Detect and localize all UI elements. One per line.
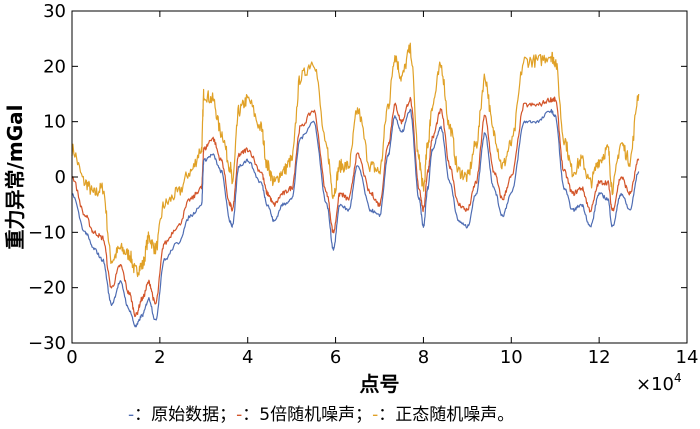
y-axis-label: 重力异常/mGal bbox=[3, 105, 27, 250]
legend-label-original: 原始数据； bbox=[151, 405, 236, 425]
legend-colon-original: ： bbox=[134, 405, 151, 425]
x-exponent-base: ×10 bbox=[636, 374, 674, 395]
legend: -：原始数据；-：5倍随机噪声；-：正态随机噪声。 bbox=[128, 405, 514, 425]
y-tick-label: 0 bbox=[55, 167, 66, 188]
x-axis-label: 点号 bbox=[360, 372, 400, 396]
legend-symbol-normal-noise: - bbox=[372, 405, 378, 425]
legend-symbol-5x-noise: - bbox=[236, 405, 242, 425]
series-line-2 bbox=[71, 42, 640, 278]
series-layer bbox=[71, 42, 640, 328]
y-tick-label: −10 bbox=[28, 222, 66, 243]
x-tick-label: 10 bbox=[500, 347, 523, 368]
legend-label-5x-noise: 5倍随机噪声； bbox=[259, 405, 372, 425]
tick-layer: 0 2 4 6 8 10 12 14 −30 −20 −10 0 10 20 30 bbox=[28, 1, 698, 368]
legend-line: -：原始数据；-：5倍随机噪声；-：正态随机噪声。 bbox=[128, 405, 514, 425]
x-axis-exponent: ×104 bbox=[636, 371, 682, 395]
x-tick-label: 2 bbox=[154, 347, 165, 368]
x-tick-label: 4 bbox=[242, 347, 253, 368]
series-line-0 bbox=[72, 108, 640, 328]
x-tick-label: 8 bbox=[418, 347, 429, 368]
y-tick-label: −30 bbox=[28, 333, 66, 354]
y-tick-label: 20 bbox=[43, 56, 66, 77]
legend-label-normal-noise: 正态随机噪声。 bbox=[395, 405, 514, 425]
x-tick-label: 0 bbox=[66, 347, 77, 368]
legend-symbol-original: - bbox=[128, 405, 134, 425]
x-tick-label: 14 bbox=[676, 347, 699, 368]
y-tick-label: −20 bbox=[28, 278, 66, 299]
legend-colon-normal-noise: ： bbox=[378, 405, 395, 425]
y-tick-label: 10 bbox=[43, 112, 66, 133]
plot-frame bbox=[71, 10, 688, 344]
legend-colon-5x-noise: ： bbox=[242, 405, 259, 425]
x-exponent-power: 4 bbox=[674, 371, 682, 385]
y-tick-label: 30 bbox=[43, 1, 66, 22]
series-line-1 bbox=[71, 96, 640, 318]
x-tick-label: 6 bbox=[330, 347, 341, 368]
x-tick-label: 12 bbox=[588, 347, 611, 368]
